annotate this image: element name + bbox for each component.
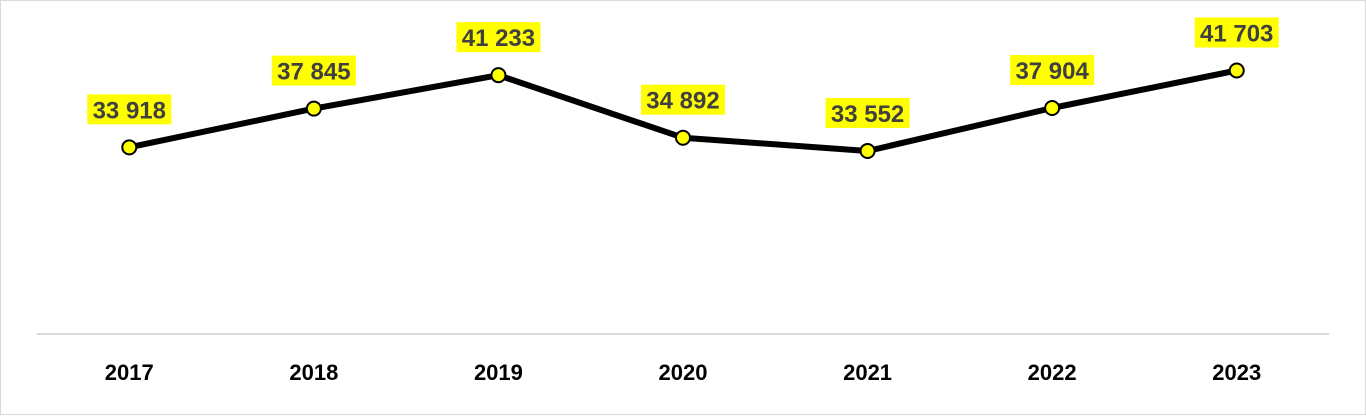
data-label-text: 33 918 — [93, 97, 166, 124]
data-label: 37 845 — [271, 55, 356, 86]
data-label-text: 41 233 — [462, 25, 535, 52]
data-point — [675, 129, 691, 146]
data-label: 41 703 — [1194, 17, 1279, 48]
x-tick-label: 2021 — [843, 360, 892, 385]
data-label: 33 918 — [87, 94, 172, 125]
x-tick-label: 2018 — [289, 360, 338, 385]
data-label-text: 34 892 — [646, 88, 719, 115]
data-label: 41 233 — [456, 22, 541, 53]
data-label-highlight — [456, 22, 541, 53]
data-point — [859, 142, 876, 159]
x-tick-label: 2017 — [105, 360, 154, 385]
data-label-highlight — [87, 94, 172, 125]
data-point — [121, 139, 138, 156]
data-point — [490, 67, 507, 84]
x-tick-labels: 2017 2018 2019 2020 2021 2022 2023 — [105, 360, 1261, 385]
x-tick-label: 2020 — [659, 360, 708, 385]
data-point — [305, 100, 322, 117]
data-point — [1044, 100, 1061, 117]
data-label-highlight — [1010, 55, 1095, 86]
data-label-text: 41 703 — [1200, 21, 1273, 48]
data-labels: 33 918 37 845 41 233 34 892 33 552 37 904 41 7… — [87, 17, 1279, 128]
data-label-highlight — [641, 84, 725, 115]
data-label-highlight — [825, 97, 910, 128]
data-label-highlight — [1194, 17, 1279, 48]
data-markers — [121, 62, 1245, 159]
data-label: 33 552 — [825, 97, 910, 128]
data-label: 34 892 — [641, 84, 725, 115]
x-tick-label: 2019 — [474, 360, 523, 385]
data-point — [1228, 62, 1245, 79]
data-label-text: 37 904 — [1015, 58, 1089, 85]
x-tick-label: 2022 — [1028, 360, 1077, 385]
x-tick-label: 2023 — [1212, 360, 1261, 385]
data-label-text: 37 845 — [277, 59, 350, 86]
data-label: 37 904 — [1010, 55, 1095, 86]
data-label-text: 33 552 — [831, 101, 904, 128]
data-label-highlight — [271, 55, 356, 86]
